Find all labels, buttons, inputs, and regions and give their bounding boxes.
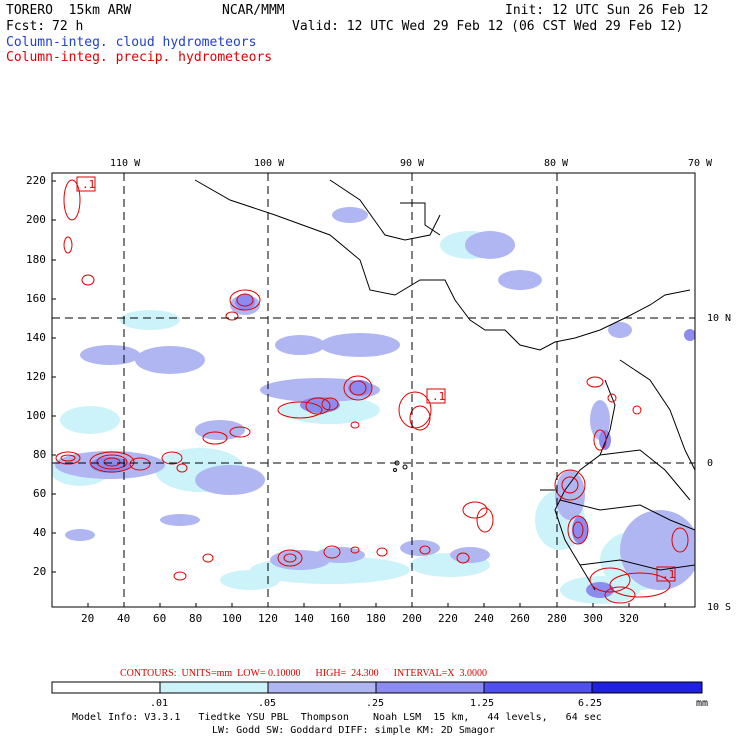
init-time: Init: 12 UTC Sun 26 Feb 12 bbox=[505, 3, 709, 18]
y-tick-80: 80 bbox=[33, 448, 47, 461]
contour-box-label-3: .1 bbox=[662, 568, 676, 581]
cloud-field bbox=[52, 207, 695, 604]
valid-time: Valid: 12 UTC Wed 29 Feb 12 (06 CST Wed … bbox=[292, 19, 684, 34]
model-info-line2: LW: Godd SW: Goddard DIFF: simple KM: 2D… bbox=[212, 725, 495, 736]
lon-label-70w: 70 W bbox=[688, 158, 713, 169]
x-tick-300: 300 bbox=[583, 612, 603, 625]
cloud-field-legend: Column-integ. cloud hydrometeors bbox=[6, 35, 257, 50]
x-tick-140: 140 bbox=[294, 612, 314, 625]
plot-frame bbox=[51, 172, 696, 608]
org-label: NCAR/MMM bbox=[222, 3, 285, 18]
y-tick-160: 160 bbox=[26, 292, 46, 305]
model-info-line1: Model Info: V3.3.1 Tiedtke YSU PBL Thomp… bbox=[72, 712, 602, 723]
x-tick-100: 100 bbox=[222, 612, 242, 625]
y-tick-200: 200 bbox=[26, 213, 46, 226]
y-tick-100: 100 bbox=[26, 409, 46, 422]
colorbar bbox=[51, 681, 703, 694]
contour-box-label-1: .1 bbox=[82, 178, 96, 191]
colorbar-swatch-3 bbox=[375, 681, 485, 694]
model-title: TORERO 15km ARW bbox=[6, 3, 132, 18]
y-tick-180: 180 bbox=[26, 253, 46, 266]
x-tick-40: 40 bbox=[117, 612, 131, 625]
y-tick-40: 40 bbox=[33, 526, 47, 539]
colorbar-label-6.25: 6.25 bbox=[578, 698, 603, 709]
precip-field-legend: Column-integ. precip. hydrometeors bbox=[6, 50, 273, 65]
precip-contours bbox=[55, 176, 689, 604]
contours-info: CONTOURS: UNITS=mm LOW= 0.10000 HIGH= 24… bbox=[120, 668, 487, 679]
colorbar-swatch-0 bbox=[51, 681, 161, 694]
x-tick-60: 60 bbox=[153, 612, 167, 625]
x-tick-240: 240 bbox=[474, 612, 494, 625]
x-tick-260: 260 bbox=[510, 612, 530, 625]
x-tick-180: 180 bbox=[366, 612, 386, 625]
colorbar-label-1.25: 1.25 bbox=[470, 698, 495, 709]
y-tick-220: 220 bbox=[26, 174, 46, 187]
x-tick-280: 280 bbox=[547, 612, 567, 625]
y-tick-120: 120 bbox=[26, 370, 46, 383]
colorbar-label-0.25: .25 bbox=[366, 698, 385, 709]
lon-label-80w: 80 W bbox=[544, 158, 569, 169]
lat-label-10n: 10 N bbox=[707, 313, 732, 324]
forecast-label: Fcst: bbox=[6, 19, 46, 34]
colorbar-label-0.05: .05 bbox=[258, 698, 277, 709]
y-tick-20: 20 bbox=[33, 565, 47, 578]
x-tick-80: 80 bbox=[189, 612, 203, 625]
colorbar-units: mm bbox=[696, 698, 709, 709]
graticule bbox=[52, 173, 695, 607]
contour-box-label-2: .1 bbox=[432, 390, 446, 403]
x-tick-20: 20 bbox=[81, 612, 95, 625]
forecast-hours: 72 h bbox=[52, 19, 84, 34]
colorbar-swatch-2 bbox=[267, 681, 377, 694]
x-tick-120: 120 bbox=[258, 612, 278, 625]
lon-label-100w: 100 W bbox=[254, 158, 285, 169]
y-tick-60: 60 bbox=[33, 487, 47, 500]
colorbar-label-0.01: .01 bbox=[150, 698, 169, 709]
colorbar-swatch-1 bbox=[159, 681, 269, 694]
coastlines bbox=[194, 179, 695, 591]
x-tick-200: 200 bbox=[402, 612, 422, 625]
colorbar-swatch-5 bbox=[591, 681, 703, 694]
lon-label-110w: 110 W bbox=[110, 158, 141, 169]
y-tick-140: 140 bbox=[26, 331, 46, 344]
lat-label-10s: 10 S bbox=[707, 602, 732, 613]
axis-ticks bbox=[52, 180, 666, 607]
colorbar-swatch-4 bbox=[483, 681, 593, 694]
lat-label-0: 0 bbox=[707, 458, 714, 469]
x-tick-160: 160 bbox=[330, 612, 350, 625]
x-tick-220: 220 bbox=[438, 612, 458, 625]
lon-label-90w: 90 W bbox=[400, 158, 425, 169]
x-tick-320: 320 bbox=[619, 612, 639, 625]
